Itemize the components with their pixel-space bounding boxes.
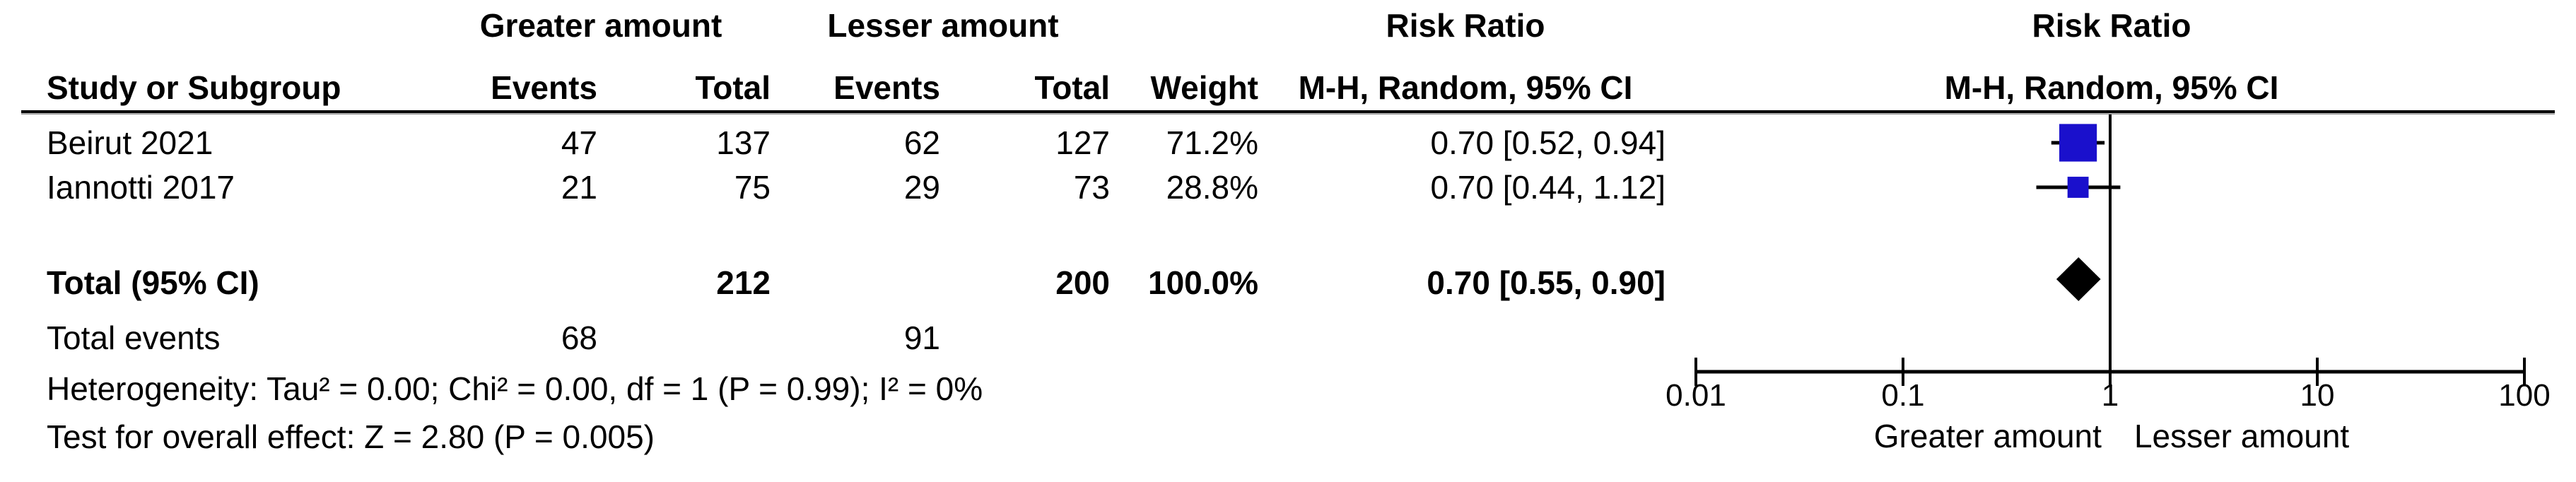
header-risk-ratio-text: Risk Ratio [1386, 7, 1545, 44]
total-greater: 137 [716, 124, 771, 161]
total-risk-ratio-ci: 0.70 [0.55, 0.90] [1427, 264, 1665, 301]
study-square [2067, 177, 2089, 198]
heterogeneity-text: Heterogeneity: Tau² = 0.00; Chi² = 0.00,… [47, 370, 983, 407]
table-row: Beirut 2021 47 137 62 127 71.2% 0.70 [0.… [0, 123, 2576, 163]
total-lesser: 127 [1055, 124, 1110, 161]
table-header-row: Study or Subgroup Events Total Events To… [0, 68, 2576, 107]
total-greater: 75 [734, 169, 771, 206]
study-name: Beirut 2021 [47, 124, 213, 161]
col-header-mh-ci-text: M-H, Random, 95% CI [1298, 69, 1633, 106]
overall-effect-row: Test for overall effect: Z = 2.80 (P = 0… [0, 417, 2576, 457]
total-lesser-sum: 200 [1055, 264, 1110, 301]
events-lesser: 29 [903, 169, 940, 206]
table-header-group-row: Greater amount Lesser amount Risk Ratio … [0, 6, 2576, 45]
study-square [2059, 124, 2097, 162]
risk-ratio-ci-value: 0.70 [0.44, 1.12] [1430, 169, 1666, 206]
total-row: Total (95% CI) 212 200 100.0% 0.70 [0.55… [0, 263, 2576, 302]
weight-value: 28.8% [1166, 169, 1258, 206]
header-greater-amount: Greater amount [479, 7, 722, 44]
total-events-greater: 68 [561, 319, 597, 356]
overall-effect-text: Test for overall effect: Z = 2.80 (P = 0… [47, 418, 655, 455]
col-header-events-greater: Events [491, 69, 597, 106]
col-header-mh-ci-plot: M-H, Random, 95% CI [1944, 69, 2279, 106]
pooled-diamond [2056, 257, 2101, 301]
header-risk-ratio-plot: Risk Ratio [2032, 7, 2191, 44]
total-events-row: Total events 68 91 [0, 318, 2576, 358]
table-row: Iannotti 2017 21 75 29 73 28.8% 0.70 [0.… [0, 167, 2576, 207]
col-header-events-lesser: Events [833, 69, 940, 106]
col-header-study: Study or Subgroup [47, 69, 341, 106]
x-tick-label: 10 [2300, 378, 2335, 413]
header-divider [21, 110, 2555, 114]
col-header-total-lesser: Total [1034, 69, 1110, 106]
x-tick-label: 0.1 [1881, 378, 1925, 413]
x-tick-label: 1 [2101, 378, 2119, 413]
events-greater: 47 [561, 124, 597, 161]
total-weight: 100.0% [1147, 264, 1258, 301]
events-lesser: 62 [903, 124, 940, 161]
x-tick-label: 100 [2498, 378, 2551, 413]
favours-left-label: Greater amount [1873, 418, 2102, 454]
heterogeneity-row: Heterogeneity: Tau² = 0.00; Chi² = 0.00,… [0, 369, 2576, 408]
risk-ratio-ci-value: 0.70 [0.52, 0.94] [1430, 124, 1666, 161]
total-greater-sum: 212 [716, 264, 771, 301]
study-name: Iannotti 2017 [47, 169, 235, 206]
weight-value: 71.2% [1166, 124, 1258, 161]
events-greater: 21 [561, 169, 597, 206]
col-header-weight: Weight [1150, 69, 1258, 106]
favours-right-label: Lesser amount [2133, 418, 2350, 454]
total-label: Total (95% CI) [47, 264, 259, 301]
total-events-lesser: 91 [903, 319, 940, 356]
x-tick-label: 0.01 [1665, 378, 1726, 413]
axis-captions: Greater amount Lesser amount [1696, 418, 2527, 454]
col-header-total-greater: Total [695, 69, 771, 106]
total-lesser: 73 [1073, 169, 1110, 206]
header-lesser-amount: Lesser amount [827, 7, 1059, 44]
total-events-label: Total events [47, 319, 221, 356]
